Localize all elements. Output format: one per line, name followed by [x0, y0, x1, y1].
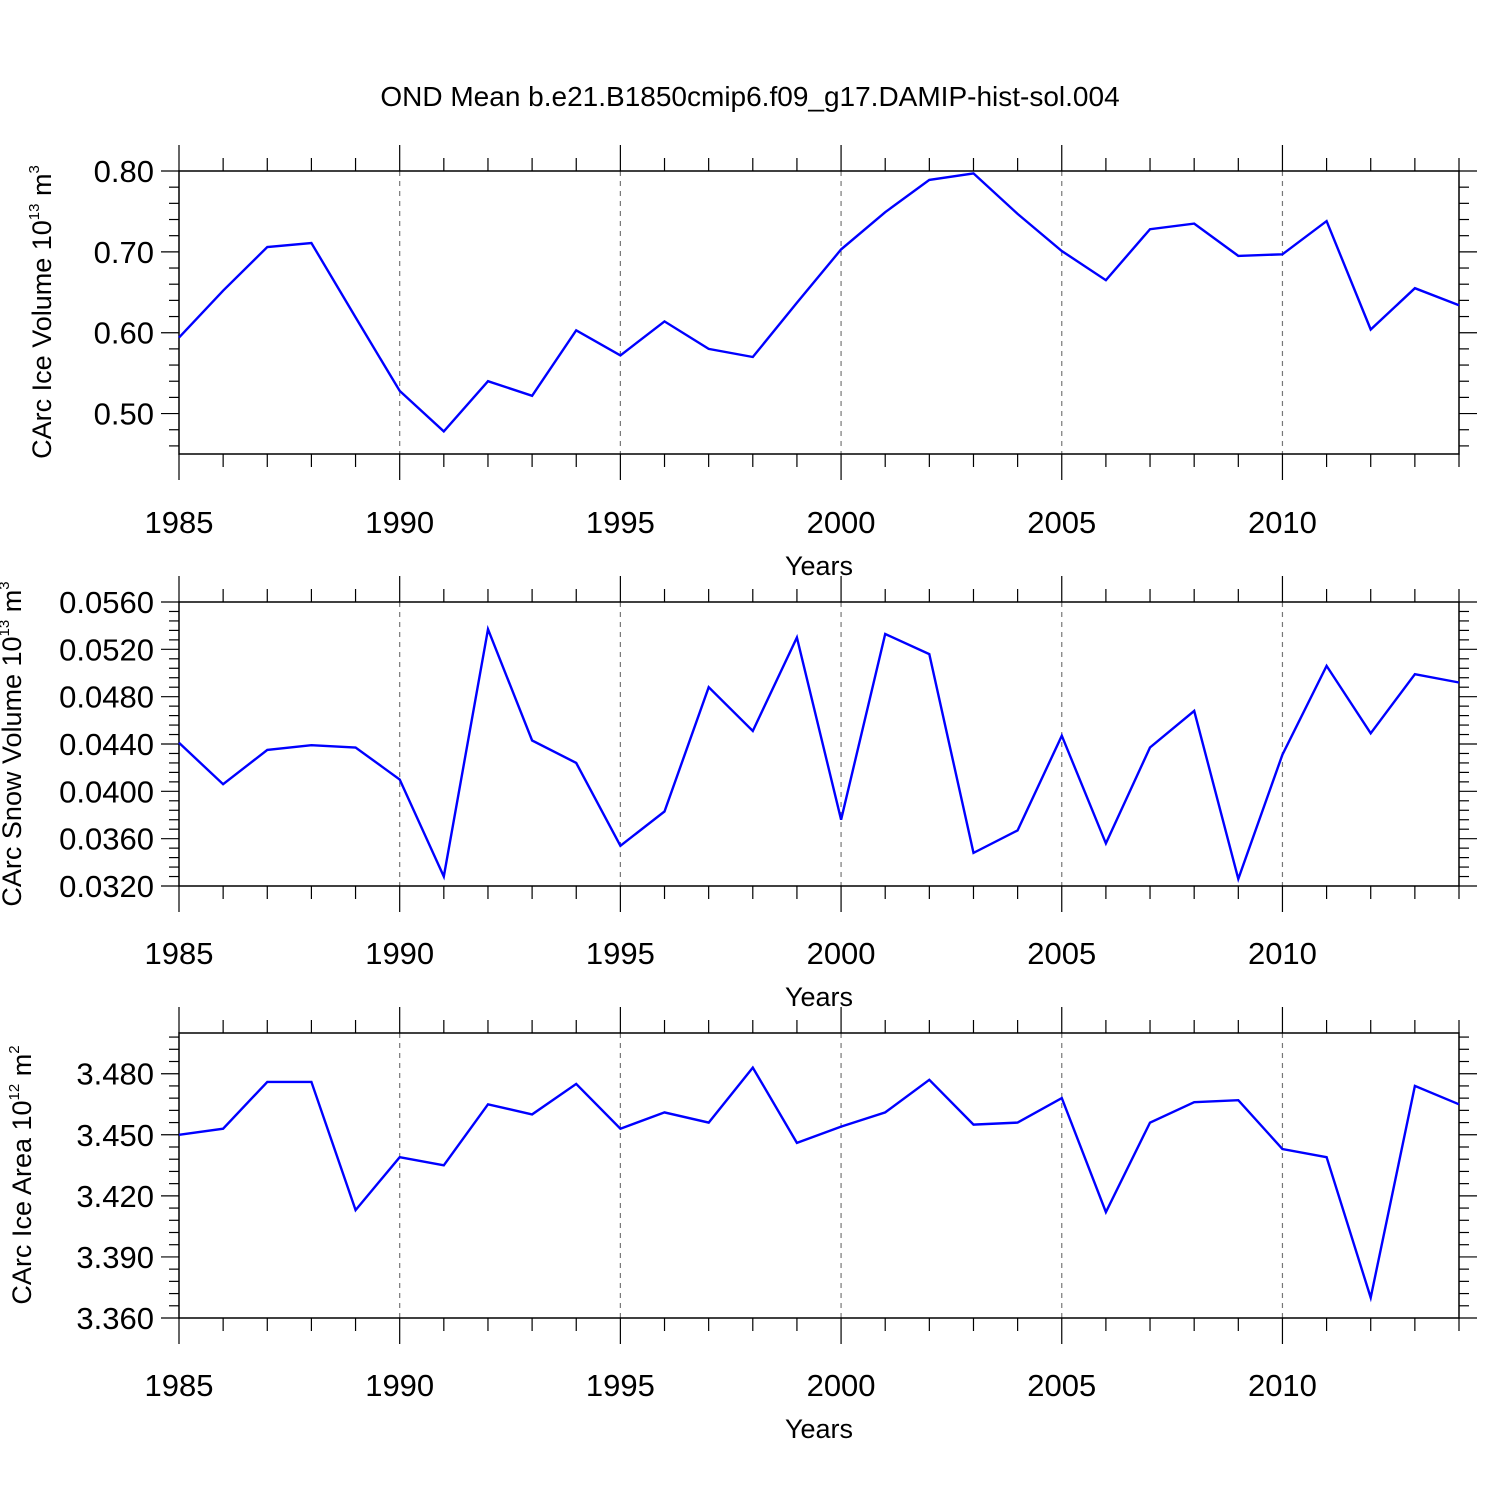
series-line [178, 624, 1460, 883]
y-tick-label: 0.0520 [59, 632, 154, 667]
x-tick-label: 1985 [145, 505, 214, 540]
x-ticks [161, 145, 1477, 480]
y-tick-label: 0.0320 [59, 869, 154, 904]
y-tick-label: 0.0400 [59, 774, 154, 809]
y-tick-label: 3.420 [76, 1179, 154, 1214]
y-tick-label: 0.60 [94, 316, 154, 351]
x-tick-label: 2005 [1027, 505, 1096, 540]
series-line [178, 1065, 1460, 1303]
y-tick-label: 3.450 [76, 1118, 154, 1153]
panel-ice-volume: 1985 1990 1995 2000 2005 2010 0.50 0.60 0.70 0.80… [26, 145, 1477, 581]
y-tick-label: 0.80 [94, 154, 154, 189]
y-axis-title: CArc Ice Area 1012 m2 [6, 1045, 37, 1304]
x-tick-label: 2000 [807, 505, 876, 540]
x-tick-label: 1990 [365, 505, 434, 540]
x-tick-label: 1985 [145, 936, 214, 971]
plot-frame [178, 1032, 1460, 1319]
x-tick-label: 2000 [807, 936, 876, 971]
x-tick-label: 1985 [145, 1368, 214, 1403]
x-tick-label: 1995 [586, 936, 655, 971]
panel-snow-volume: 1985 1990 1995 2000 2005 2010 0.0320 0.0360 0.04… [0, 576, 1477, 1012]
series-line [178, 172, 1460, 434]
y-tick-label: 0.0480 [59, 680, 154, 715]
x-tick-label: 2005 [1027, 1368, 1096, 1403]
x-tick-label: 1995 [586, 1368, 655, 1403]
x-tick-label: 2000 [807, 1368, 876, 1403]
plot-frame [178, 601, 1460, 887]
y-axis-title: CArc Snow Volume 1013 m3 [0, 581, 27, 906]
y-tick-label: 3.480 [76, 1057, 154, 1092]
plot-frame [178, 170, 1460, 455]
x-tick-label: 1995 [586, 505, 655, 540]
x-axis-title: Years [785, 982, 853, 1012]
y-axis-title: CArc Ice Volume 1013 m3 [26, 165, 57, 459]
panel-ice-area: 1985 1990 1995 2000 2005 2010 3.360 3.390 3.420 3… [6, 1007, 1477, 1444]
x-tick-label: 2005 [1027, 936, 1096, 971]
x-axis-title: Years [785, 1414, 853, 1444]
x-tick-label: 1990 [365, 1368, 434, 1403]
x-ticks [161, 576, 1477, 912]
y-tick-label: 0.0360 [59, 822, 154, 857]
y-tick-label: 0.0560 [59, 585, 154, 620]
x-axis-title: Years [785, 551, 853, 581]
y-tick-label: 0.50 [94, 397, 154, 432]
y-tick-label: 0.70 [94, 235, 154, 270]
panels: 1985 1990 1995 2000 2005 2010 0.50 0.60 0.70 0.80… [0, 145, 1477, 1444]
x-tick-label: 2010 [1248, 1368, 1317, 1403]
y-tick-label: 3.390 [76, 1240, 154, 1275]
x-tick-label: 2010 [1248, 936, 1317, 971]
x-ticks [161, 1007, 1477, 1344]
figure-title: OND Mean b.e21.B1850cmip6.f09_g17.DAMIP-… [380, 81, 1119, 112]
y-tick-label: 3.360 [76, 1301, 154, 1336]
y-tick-label: 0.0440 [59, 727, 154, 762]
x-tick-label: 2010 [1248, 505, 1317, 540]
x-tick-label: 1990 [365, 936, 434, 971]
